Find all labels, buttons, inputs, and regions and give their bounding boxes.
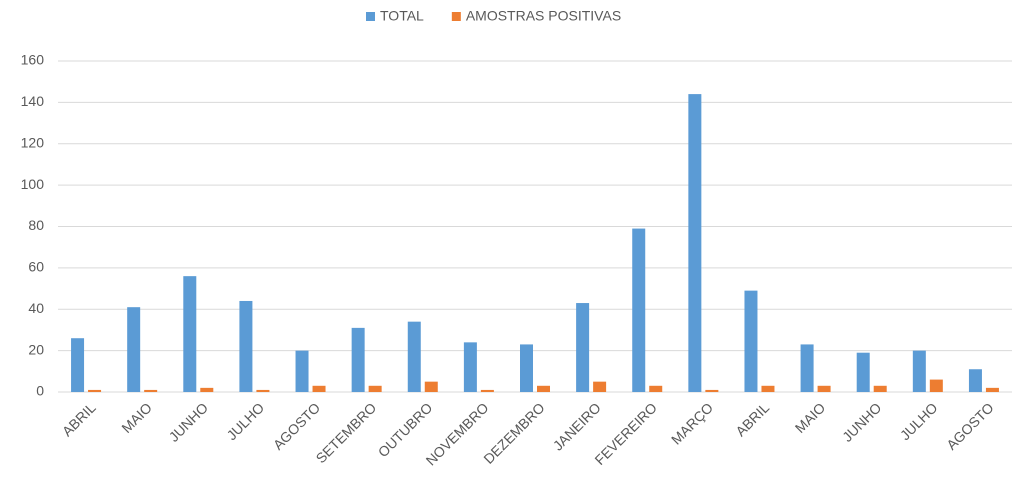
bar xyxy=(576,303,590,392)
y-tick-label: 160 xyxy=(21,52,45,68)
bar xyxy=(424,381,438,392)
bar xyxy=(968,369,982,392)
y-tick-label: 120 xyxy=(21,134,45,150)
bar xyxy=(705,389,719,392)
x-tick-label: MARÇO xyxy=(668,399,716,447)
bar xyxy=(256,389,270,392)
bar xyxy=(312,385,326,392)
bar xyxy=(88,389,102,392)
bar xyxy=(649,385,663,392)
y-tick-label: 80 xyxy=(28,217,44,233)
bar xyxy=(873,385,887,392)
bar xyxy=(929,379,943,392)
legend-swatch xyxy=(366,12,375,21)
bar xyxy=(480,389,494,392)
x-tick-label: MAIO xyxy=(118,399,155,436)
legend-label: AMOSTRAS POSITIVAS xyxy=(466,8,621,24)
bar xyxy=(407,321,421,392)
bar xyxy=(985,387,999,392)
bar xyxy=(912,350,926,392)
bar xyxy=(761,385,775,392)
bar xyxy=(520,344,533,392)
x-tick-label: JUNHO xyxy=(166,399,211,444)
x-tick-label: JUNHO xyxy=(839,399,884,444)
x-tick-label: AGOSTO xyxy=(943,399,997,453)
bar xyxy=(351,327,365,392)
bar xyxy=(183,276,197,392)
bar xyxy=(71,338,85,392)
bar xyxy=(368,385,382,392)
x-tick-label: SETEMBRO xyxy=(313,399,380,466)
bar xyxy=(537,385,550,392)
bar xyxy=(295,350,309,392)
bar xyxy=(632,228,646,392)
y-tick-label: 60 xyxy=(28,259,44,275)
bar xyxy=(800,344,814,392)
bar xyxy=(200,387,214,392)
x-tick-label: ABRIL xyxy=(59,399,99,439)
bar xyxy=(856,352,870,392)
x-tick-label: JULHO xyxy=(223,399,267,443)
x-tick-label: AGOSTO xyxy=(270,399,324,453)
bar xyxy=(463,342,477,392)
bar xyxy=(144,389,158,392)
y-tick-label: 0 xyxy=(36,383,44,399)
x-tick-label: OUTUBRO xyxy=(375,399,436,460)
legend-label: TOTAL xyxy=(380,8,424,24)
legend-swatch xyxy=(451,12,461,21)
bar xyxy=(593,381,607,392)
bar xyxy=(239,300,253,392)
x-tick-label: ABRIL xyxy=(732,399,772,439)
y-tick-label: 140 xyxy=(21,93,45,109)
x-tick-label: JULHO xyxy=(897,399,941,443)
y-tick-label: 100 xyxy=(21,176,45,192)
bar xyxy=(817,385,831,392)
x-tick-label: JANEIRO xyxy=(550,399,604,453)
bar xyxy=(744,290,758,392)
x-tick-label: MAIO xyxy=(792,399,829,436)
y-tick-label: 20 xyxy=(28,341,44,357)
x-tick-label: DEZEMBRO xyxy=(480,399,547,466)
y-tick-label: 40 xyxy=(28,300,44,316)
bar xyxy=(688,94,702,392)
bar xyxy=(127,307,141,392)
